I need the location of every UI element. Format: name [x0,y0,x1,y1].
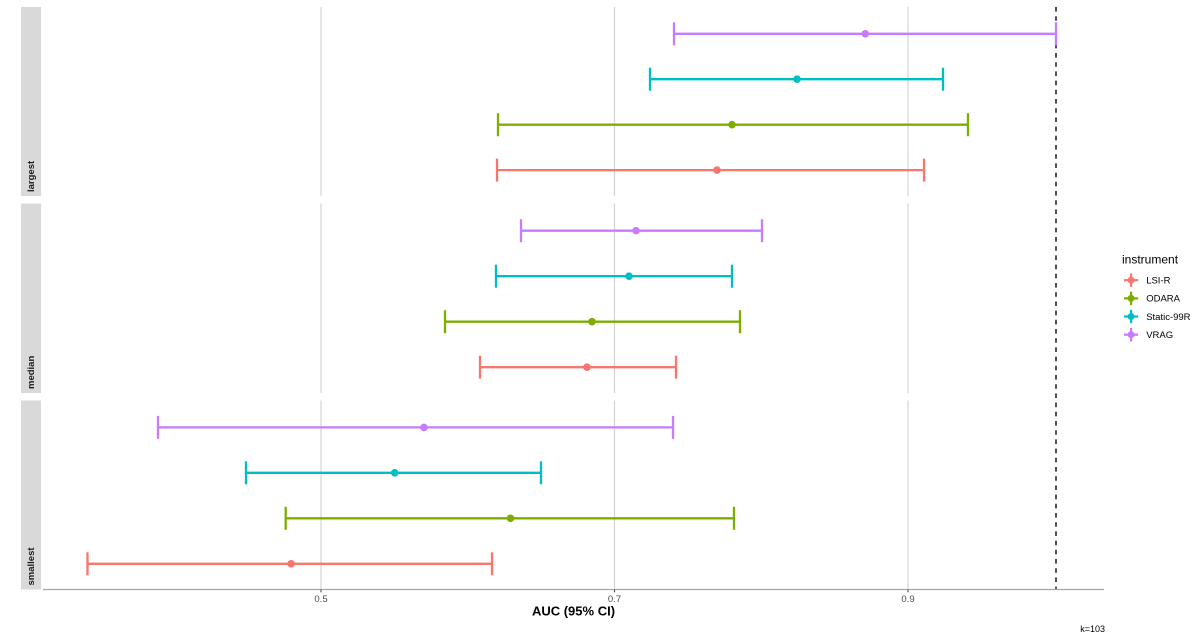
svg-text:AUC (95% CI): AUC (95% CI) [532,604,615,619]
svg-text:0.5: 0.5 [314,594,327,605]
svg-text:median: median [26,356,37,389]
svg-text:0.9: 0.9 [901,594,914,605]
svg-text:Static-99R: Static-99R [1146,312,1190,323]
svg-text:instrument: instrument [1122,253,1179,267]
svg-text:LSI-R: LSI-R [1146,276,1170,287]
svg-text:ODARA: ODARA [1146,294,1180,305]
svg-text:VRAG: VRAG [1146,330,1173,341]
svg-text:smallest: smallest [26,547,37,586]
svg-text:k=103: k=103 [1080,624,1105,634]
svg-text:largest: largest [26,160,37,192]
svg-text:0.7: 0.7 [608,594,621,605]
